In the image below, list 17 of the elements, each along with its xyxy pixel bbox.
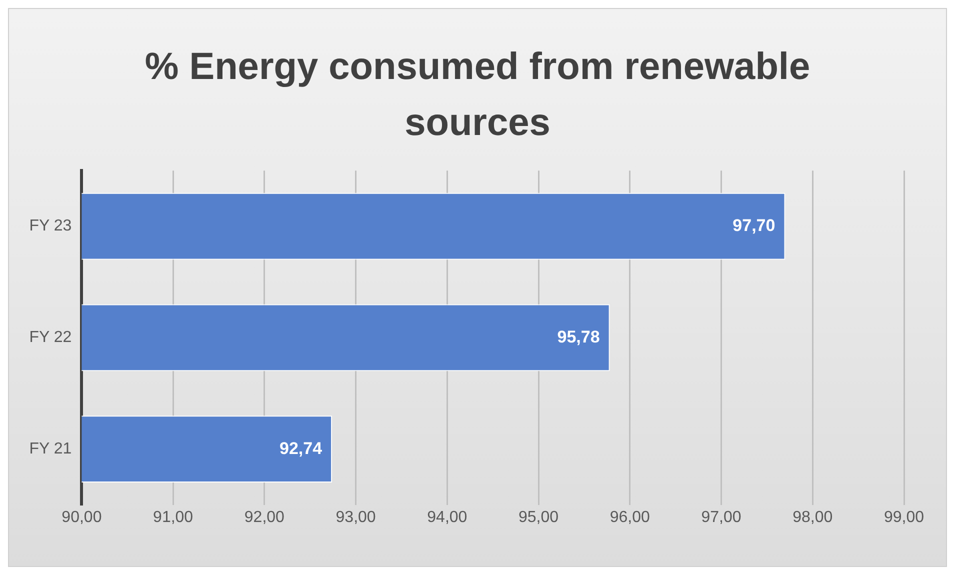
x-tick-label: 94,00 <box>427 508 468 526</box>
y-tick-label: FY 21 <box>29 440 72 458</box>
x-tick-label: 93,00 <box>336 508 376 526</box>
y-tick-label: FY 22 <box>29 329 72 346</box>
x-tick-label: 92,00 <box>244 508 285 526</box>
data-label: 92,74 <box>279 438 323 458</box>
x-tick-label: 98,00 <box>792 508 833 526</box>
x-tick-label: 91,00 <box>153 508 194 526</box>
x-tick-label: 95,00 <box>518 508 559 526</box>
chart-title: % Energy consumed from renewable sources <box>144 45 812 146</box>
data-label: 97,70 <box>732 216 776 235</box>
data-label: 95,78 <box>557 327 600 346</box>
x-tick-label: 96,00 <box>610 508 650 526</box>
x-tick-label: 99,00 <box>884 508 924 526</box>
x-tick-label: 90,00 <box>62 508 102 526</box>
y-tick-label: FY 23 <box>29 218 72 235</box>
x-tick-label: 97,00 <box>701 508 742 526</box>
